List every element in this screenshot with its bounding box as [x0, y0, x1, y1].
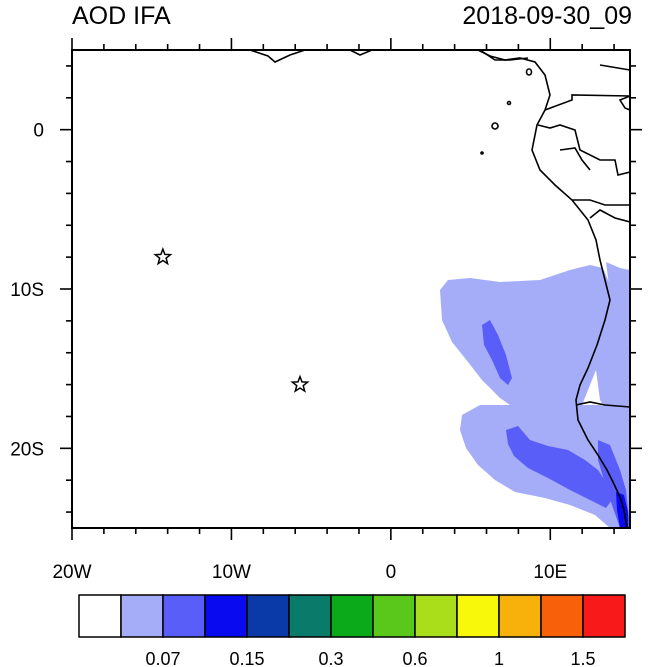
border-8 [618, 95, 630, 111]
northern-coast [249, 50, 306, 63]
colorbar-label: 0.07 [145, 649, 180, 667]
colorbar-label: 1 [494, 649, 504, 667]
northern-coast-2 [349, 50, 373, 56]
axis-ticks [60, 38, 642, 540]
star-icon [153, 247, 173, 266]
country-border-1 [544, 94, 630, 111]
coastline [249, 50, 630, 528]
colorbar-swatch [456, 594, 500, 638]
colorbar-label: 1.5 [570, 649, 595, 667]
colorbar-swatch [78, 594, 122, 638]
colorbar-label: 0.15 [229, 649, 264, 667]
map-title: AOD IFA [72, 2, 171, 30]
axis-tick-labels: 20W 10W 0 10E 0 10S 20S [10, 121, 567, 583]
aod-level-2-south [506, 426, 612, 508]
colorbar-swatch [582, 594, 626, 638]
x-tick-label: 20W [52, 562, 91, 583]
colorbar-swatch [330, 594, 374, 638]
colorbar-swatch [498, 594, 542, 638]
aod-level-1-coast-north [596, 262, 630, 420]
x-tick-label: 0 [386, 562, 397, 583]
colorbar-swatch [162, 594, 206, 638]
colorbar-label: 0.3 [318, 649, 343, 667]
island-4 [480, 151, 484, 155]
country-border-4 [589, 209, 630, 223]
map-timestamp: 2018-09-30_09 [462, 2, 632, 30]
gulf-coast [479, 50, 529, 61]
star-icon [290, 374, 310, 393]
y-tick-label: 0 [33, 121, 44, 142]
colorbar-swatch [120, 594, 164, 638]
country-border-5 [575, 401, 630, 408]
aod-field [440, 262, 630, 528]
country-border-7 [559, 147, 591, 171]
island-1 [491, 122, 499, 130]
aod-level-1-north [440, 265, 615, 420]
x-tick-label: 10W [212, 562, 251, 583]
colorbar: 0.07 0.15 0.3 0.6 1 1.5 [78, 594, 626, 667]
island-2 [525, 68, 533, 76]
island-3 [506, 100, 512, 106]
colorbar-swatch [372, 594, 416, 638]
country-border-2 [537, 124, 630, 176]
colorbar-swatch [246, 594, 290, 638]
colorbar-swatch [204, 594, 248, 638]
colorbar-swatch [414, 594, 458, 638]
country-border-3 [572, 199, 630, 206]
colorbar-label: 0.6 [402, 649, 427, 667]
country-border-6 [599, 64, 630, 71]
map-markers [153, 247, 310, 393]
y-tick-label: 10S [10, 280, 44, 301]
colorbar-swatch [288, 594, 332, 638]
x-tick-label: 10E [533, 562, 567, 583]
colorbar-swatch [540, 594, 584, 638]
y-tick-label: 20S [10, 439, 44, 460]
aod-level-2-north [482, 320, 512, 385]
africa-coastline [477, 50, 628, 528]
